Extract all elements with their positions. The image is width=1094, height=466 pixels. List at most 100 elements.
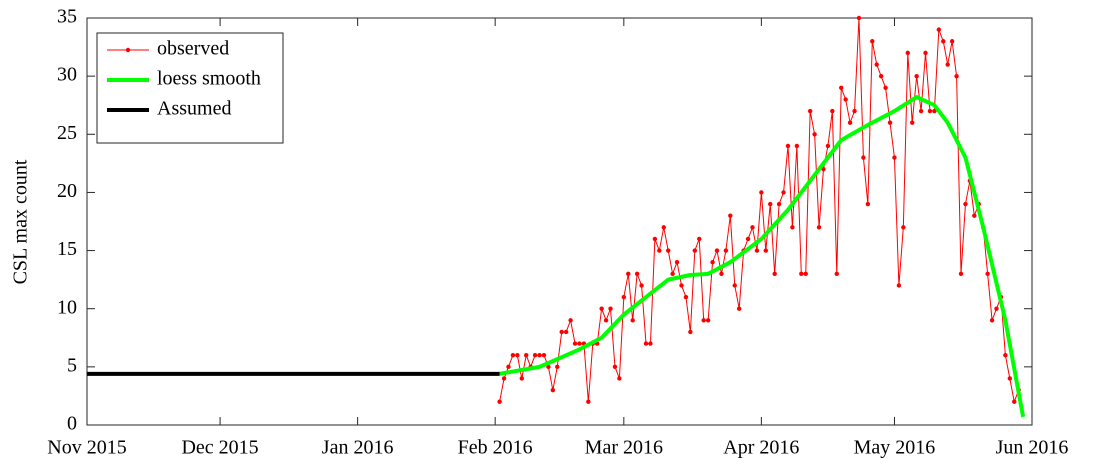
data-point bbox=[963, 201, 968, 207]
data-point bbox=[972, 213, 977, 218]
data-point bbox=[524, 353, 529, 358]
data-point bbox=[958, 271, 964, 277]
data-point bbox=[892, 155, 897, 160]
data-point bbox=[515, 353, 520, 358]
data-point bbox=[1003, 353, 1008, 358]
data-point bbox=[830, 108, 835, 114]
y-tick-label: 5 bbox=[67, 354, 77, 376]
data-point bbox=[843, 97, 848, 102]
legend-marker bbox=[125, 47, 131, 53]
data-point bbox=[807, 108, 813, 114]
y-tick-label: 0 bbox=[67, 413, 77, 435]
data-point bbox=[612, 364, 618, 370]
data-point bbox=[736, 306, 742, 311]
data-point bbox=[639, 283, 644, 288]
data-point bbox=[501, 376, 507, 381]
data-point bbox=[688, 329, 693, 335]
y-tick-label: 20 bbox=[57, 180, 77, 202]
data-point bbox=[541, 353, 547, 358]
y-tick-label: 30 bbox=[57, 64, 77, 86]
data-point bbox=[714, 248, 720, 253]
x-tick-label: Jun 2016 bbox=[996, 437, 1069, 459]
data-point bbox=[914, 73, 919, 79]
data-point bbox=[941, 39, 946, 44]
data-point bbox=[945, 62, 950, 67]
data-point bbox=[901, 225, 906, 230]
data-point bbox=[617, 376, 622, 381]
data-point bbox=[692, 248, 698, 253]
x-tick-label: Mar 2016 bbox=[585, 437, 663, 459]
data-point bbox=[710, 260, 715, 265]
data-point bbox=[643, 341, 649, 346]
data-point bbox=[923, 50, 928, 56]
data-point bbox=[546, 364, 551, 370]
data-point bbox=[701, 318, 706, 323]
x-tick-label: Nov 2015 bbox=[47, 437, 126, 459]
data-point bbox=[768, 201, 773, 207]
data-point bbox=[586, 399, 591, 404]
data-point bbox=[781, 190, 786, 195]
y-tick-label: 15 bbox=[57, 238, 77, 260]
data-point bbox=[936, 27, 942, 32]
data-point bbox=[705, 318, 711, 323]
data-point bbox=[794, 143, 800, 149]
data-point bbox=[949, 39, 955, 44]
data-point bbox=[572, 341, 578, 346]
data-point bbox=[799, 271, 804, 277]
data-point bbox=[697, 236, 702, 242]
data-point bbox=[834, 271, 839, 277]
data-point bbox=[679, 283, 684, 288]
data-point bbox=[506, 364, 511, 370]
data-point bbox=[825, 143, 831, 149]
data-point bbox=[812, 132, 817, 137]
data-point bbox=[568, 318, 573, 323]
legend-label: observed bbox=[157, 38, 229, 60]
x-tick-label: Dec 2015 bbox=[181, 437, 258, 459]
data-point bbox=[608, 306, 613, 311]
data-point bbox=[555, 364, 560, 370]
data-point bbox=[847, 120, 853, 125]
data-point bbox=[887, 120, 893, 125]
data-point bbox=[630, 318, 635, 323]
data-point bbox=[772, 271, 777, 277]
data-point bbox=[870, 39, 875, 44]
x-tick-label: Jan 2016 bbox=[322, 437, 394, 459]
legend-label: Assumed bbox=[157, 98, 231, 120]
data-point bbox=[790, 225, 795, 230]
data-point bbox=[994, 306, 999, 311]
plot-frame bbox=[86, 17, 1033, 426]
x-tick-label: Feb 2016 bbox=[458, 437, 533, 459]
data-point bbox=[674, 260, 680, 265]
data-point bbox=[918, 108, 924, 114]
data-point bbox=[559, 329, 564, 335]
data-point bbox=[954, 73, 959, 79]
y-tick-label: 35 bbox=[57, 6, 77, 28]
data-point bbox=[763, 248, 769, 253]
data-point bbox=[550, 387, 556, 393]
data-point bbox=[989, 318, 995, 323]
data-point bbox=[750, 225, 755, 230]
data-point bbox=[910, 120, 915, 125]
data-point bbox=[532, 353, 538, 358]
data-point bbox=[1012, 399, 1017, 404]
data-point bbox=[874, 62, 879, 67]
data-point bbox=[896, 283, 902, 288]
data-point bbox=[719, 271, 724, 277]
data-point bbox=[657, 248, 662, 253]
data-point bbox=[883, 85, 888, 90]
data-point bbox=[519, 376, 524, 381]
data-point bbox=[776, 201, 782, 207]
data-point bbox=[1007, 376, 1013, 381]
y-axis-label: CSL max count bbox=[10, 159, 32, 284]
data-point bbox=[745, 236, 751, 242]
data-point bbox=[905, 50, 910, 56]
y-tick-label: 25 bbox=[57, 122, 77, 144]
data-point bbox=[510, 353, 516, 358]
x-tick-label: May 2016 bbox=[854, 437, 936, 459]
series-line bbox=[499, 17, 1020, 403]
data-point bbox=[537, 353, 542, 358]
data-point bbox=[665, 248, 671, 253]
data-point bbox=[626, 271, 631, 277]
data-point bbox=[803, 271, 808, 277]
